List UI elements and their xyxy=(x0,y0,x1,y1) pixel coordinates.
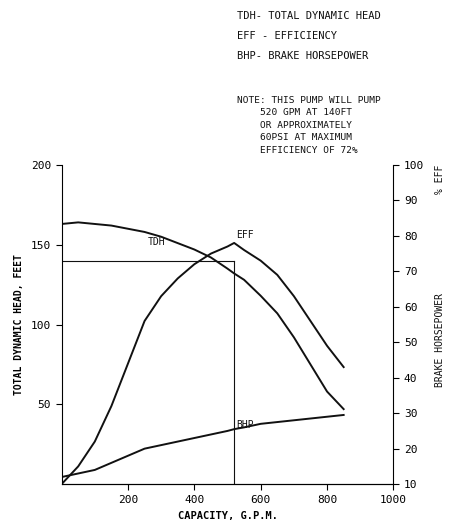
Text: TDH- TOTAL DYNAMIC HEAD: TDH- TOTAL DYNAMIC HEAD xyxy=(237,11,381,21)
Text: EFF: EFF xyxy=(236,230,254,240)
Text: % EFF: % EFF xyxy=(435,165,445,194)
Y-axis label: TOTAL DYNAMIC HEAD, FEET: TOTAL DYNAMIC HEAD, FEET xyxy=(14,254,24,395)
X-axis label: CAPACITY, G.P.M.: CAPACITY, G.P.M. xyxy=(178,511,277,521)
Text: BHP- BRAKE HORSEPOWER: BHP- BRAKE HORSEPOWER xyxy=(237,51,368,61)
Text: BRAKE HORSEPOWER: BRAKE HORSEPOWER xyxy=(435,294,445,387)
Text: TDH: TDH xyxy=(148,237,165,247)
Text: EFF - EFFICIENCY: EFF - EFFICIENCY xyxy=(237,31,337,41)
Text: NOTE: THIS PUMP WILL PUMP
    520 GPM AT 140FT
    OR APPROXIMATELY
    60PSI AT: NOTE: THIS PUMP WILL PUMP 520 GPM AT 140… xyxy=(237,96,381,155)
Text: BHP: BHP xyxy=(236,420,254,429)
